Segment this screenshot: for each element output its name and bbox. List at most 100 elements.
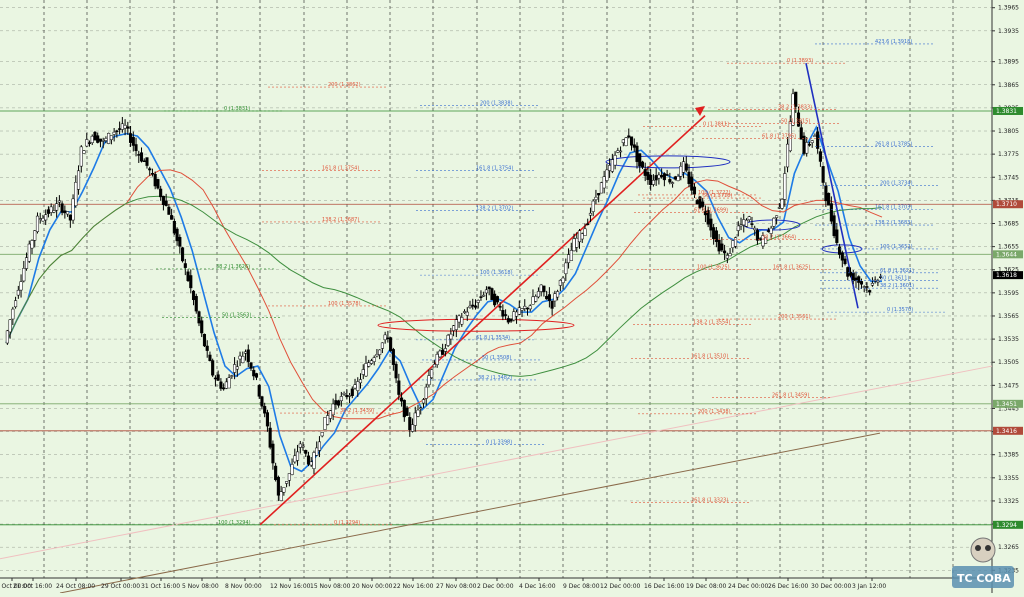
candle-body (534, 296, 538, 302)
candle-body (191, 290, 196, 301)
candle-body (520, 308, 524, 311)
candle-body (545, 295, 549, 300)
candle-body (471, 304, 475, 307)
candle-body (222, 387, 226, 390)
candle-body (777, 207, 781, 209)
candle-body (509, 318, 513, 322)
candle-body (443, 348, 447, 352)
candle-body (859, 281, 864, 285)
candle-body (49, 206, 53, 213)
candle-body (358, 379, 363, 384)
candle-body (539, 284, 543, 292)
candle-body (536, 291, 540, 298)
candle-body (164, 200, 168, 206)
candle-body (681, 161, 686, 173)
candle-body (602, 176, 606, 189)
y-tick-label: 1.3445 (998, 405, 1019, 412)
candle-body (11, 308, 15, 320)
y-tick-label: 1.3535 (998, 336, 1019, 343)
fib-label: 200 (1.3862) (328, 82, 361, 88)
candle-body (769, 227, 773, 234)
fib-label: 0 (1.3294) (334, 520, 360, 526)
candle-body (736, 225, 740, 231)
candle-body (101, 140, 105, 142)
candle-body (629, 136, 634, 146)
fib-label: 261.8 (1.3785) (875, 141, 912, 147)
price-tag-label: 1.3644 (996, 251, 1017, 258)
candle-body (665, 174, 669, 176)
candle-body (854, 277, 858, 281)
consolidation-ellipse (377, 318, 575, 332)
candle-body (780, 199, 784, 209)
candle-body (490, 288, 494, 300)
candle-body (813, 135, 817, 137)
candle-body (93, 131, 97, 141)
candle-body (172, 220, 176, 234)
candle-body (145, 157, 149, 166)
candle-body (413, 412, 417, 426)
y-tick-label: 1.3355 (998, 475, 1019, 482)
candle-body (342, 393, 346, 395)
price-tag (993, 106, 1023, 115)
watermark-badge (952, 566, 1014, 588)
candle-body (386, 337, 390, 340)
candle-body (454, 319, 458, 330)
candle-body (85, 139, 89, 147)
candle-body (46, 209, 50, 214)
candle-body (30, 240, 34, 249)
candle-body (290, 464, 294, 475)
candle-body (744, 219, 749, 227)
candle-body (547, 294, 551, 301)
candle-body (712, 227, 716, 239)
candle-body (109, 135, 113, 140)
fib-label: 100 (1.3722) (698, 190, 731, 196)
candle-body (621, 139, 625, 143)
candle-body (345, 395, 349, 398)
candle-body (213, 377, 217, 380)
candle-body (304, 450, 308, 454)
candle-body (353, 384, 357, 389)
candle-body (200, 320, 204, 334)
candle-body (356, 381, 360, 391)
candle-body (514, 311, 519, 317)
fib-label: 0 (1.3398) (486, 440, 512, 446)
fib-label: 38.2 (1.3601) (880, 283, 914, 289)
fib-label: 161.8 (1.3754) (322, 165, 359, 171)
candle-body (462, 311, 467, 313)
candle-body (24, 257, 29, 269)
candle-body (22, 268, 26, 282)
candle-body (829, 203, 833, 222)
candle-body (400, 397, 404, 402)
candle-body (235, 366, 239, 370)
y-tick-label: 1.3325 (998, 498, 1019, 505)
fib-label: 138.2 (1.3683) (875, 220, 912, 226)
candle-body (564, 262, 568, 275)
candle-body (827, 192, 831, 206)
candle-body (862, 286, 866, 288)
candle-body (775, 215, 779, 218)
candle-body (635, 145, 639, 162)
long-trendline (0, 365, 993, 560)
candle-body (569, 250, 573, 261)
candle-body (44, 214, 48, 221)
y-tick-label: 1.3935 (998, 28, 1019, 35)
price-tag-label: 1.3294 (996, 522, 1017, 529)
candle-body (375, 354, 379, 357)
y-tick-label: 1.3775 (998, 151, 1019, 158)
candle-body (194, 296, 198, 312)
candle-body (364, 363, 368, 377)
candle-body (684, 163, 688, 171)
candle-body (219, 381, 223, 389)
candle-body (260, 396, 264, 407)
fib-label: 61.8 (1.3699) (694, 208, 728, 214)
price-tag (993, 399, 1023, 408)
fib-label: 261.8 (1.3323) (691, 497, 728, 503)
x-tick-label: 29 Oct 00:00 (101, 583, 140, 590)
candle-body (148, 168, 152, 171)
candle-body (646, 171, 650, 180)
candle-body (52, 210, 56, 213)
candle-body (605, 169, 609, 181)
